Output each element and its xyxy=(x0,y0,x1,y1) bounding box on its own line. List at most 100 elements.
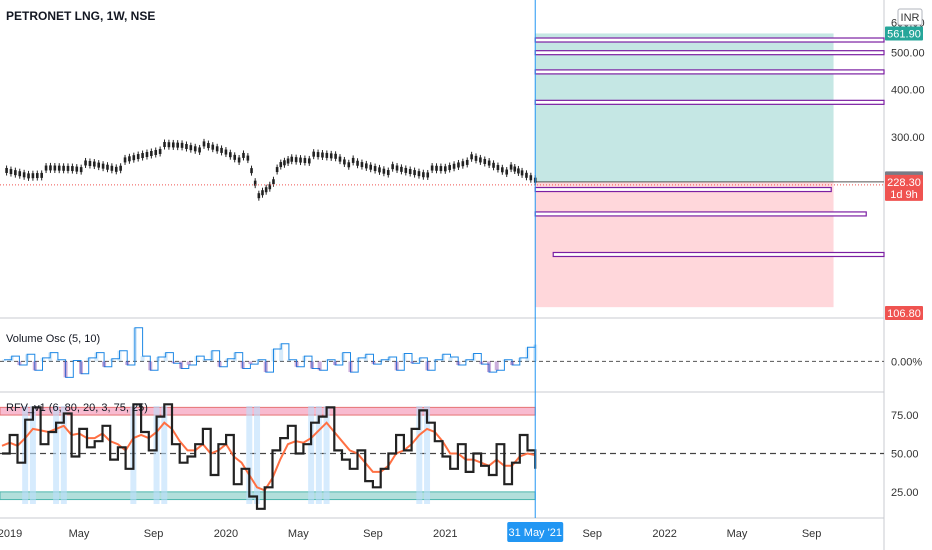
volume-osc-point xyxy=(25,354,30,362)
price-bar-body xyxy=(136,154,140,160)
price-bar xyxy=(329,150,333,161)
price-bar-body xyxy=(49,165,52,171)
target-level-3[interactable] xyxy=(534,69,885,75)
price-bar-body xyxy=(180,142,184,148)
price-bar-body xyxy=(229,152,232,158)
price-tag-label: 561.90 xyxy=(887,28,921,40)
target-level-2[interactable] xyxy=(534,50,885,56)
volume-osc-point xyxy=(194,356,199,362)
price-bar-body xyxy=(220,147,223,153)
price-bar-body xyxy=(106,164,109,170)
volume-osc-point xyxy=(94,352,99,362)
price-bar-body xyxy=(513,166,517,172)
price-bar-body xyxy=(448,165,451,171)
price-bar-body xyxy=(202,141,206,147)
price-bar xyxy=(193,143,197,154)
stop-level-1[interactable] xyxy=(534,186,832,193)
price-bar-body xyxy=(101,163,105,169)
volume-osc-point xyxy=(471,353,476,362)
price-bar xyxy=(369,162,373,173)
price-bar xyxy=(14,167,17,178)
volume-osc-point xyxy=(410,361,415,364)
price-bar xyxy=(110,163,114,174)
loss-zone[interactable] xyxy=(535,181,834,308)
price-bar xyxy=(84,157,87,168)
price-bar-body xyxy=(457,162,460,168)
volume-osc-point xyxy=(302,356,307,362)
price-bar xyxy=(141,150,144,161)
price-bar xyxy=(391,161,394,172)
price-bar-body xyxy=(351,157,355,163)
price-bar xyxy=(246,153,250,164)
price-bar-body xyxy=(237,157,241,163)
time-tick-label: 2022 xyxy=(652,528,676,540)
price-bar-body xyxy=(145,152,149,158)
price-bar-body xyxy=(461,161,465,167)
price-bar xyxy=(62,163,65,174)
price-bar-body xyxy=(325,152,329,158)
volume-osc-point xyxy=(248,361,253,365)
price-bar xyxy=(365,160,368,171)
price-bar-body xyxy=(261,190,264,196)
price-bar xyxy=(79,164,83,175)
volume-osc-point xyxy=(17,361,22,365)
price-bar-body xyxy=(246,155,250,161)
price-bar-body xyxy=(128,156,131,162)
profit-zone[interactable] xyxy=(535,33,834,182)
time-cursor-tag[interactable]: 31 May '21 xyxy=(507,522,564,542)
stop-level-3[interactable] xyxy=(552,251,885,258)
price-bar xyxy=(57,163,61,174)
currency-badge[interactable]: INR xyxy=(897,8,923,26)
position-zone[interactable] xyxy=(535,33,884,308)
price-bar-body xyxy=(123,157,127,163)
price-bar-body xyxy=(329,153,333,159)
price-bar-body xyxy=(294,157,298,163)
price-bar-body xyxy=(44,165,48,171)
price-bar-body xyxy=(525,172,528,178)
price-tag-box xyxy=(885,306,923,320)
volume-osc-point xyxy=(32,361,37,371)
price-bar xyxy=(88,158,92,169)
price-bar xyxy=(443,163,447,174)
price-bar-body xyxy=(257,193,261,199)
price-bar-body xyxy=(35,173,39,179)
price-bar xyxy=(294,154,298,165)
price-bar xyxy=(207,140,210,151)
volume-osc-point xyxy=(86,357,91,362)
time-tick-label: 31 May '21 xyxy=(508,527,561,539)
price-bar-body xyxy=(84,160,87,166)
target-level-1[interactable] xyxy=(534,37,885,43)
price-bar xyxy=(132,152,136,163)
rfv-highlight xyxy=(153,406,160,504)
price-bar-body xyxy=(290,156,294,162)
price-bar-body xyxy=(193,146,197,152)
volume-osc-point xyxy=(279,343,284,362)
price-bar xyxy=(351,155,355,166)
price-bar-body xyxy=(347,162,351,168)
chart-title: PETRONET LNG, 1W, NSE xyxy=(6,9,155,23)
volume-osc-point xyxy=(271,349,276,362)
volume-osc-point xyxy=(463,359,468,362)
stop-level-2[interactable] xyxy=(534,211,867,217)
price-bar xyxy=(474,153,478,164)
price-bar-body xyxy=(22,172,26,178)
price-tag-box xyxy=(885,174,923,201)
price-bar xyxy=(114,164,118,175)
volume-osc-point xyxy=(55,359,60,362)
price-bar xyxy=(356,158,359,169)
price-bar xyxy=(299,155,302,166)
rfv-signal-line xyxy=(1,421,536,492)
volume-osc-point xyxy=(117,350,122,362)
volume-osc-point xyxy=(202,359,207,362)
target-level-4[interactable] xyxy=(534,99,885,105)
volume-osc-point xyxy=(317,361,322,371)
price-bar-body xyxy=(158,148,162,154)
volume-osc-point xyxy=(209,350,214,362)
rfv-tick-label: 75.00 xyxy=(891,410,919,422)
volume-osc-point xyxy=(425,361,430,371)
price-bar xyxy=(338,154,342,165)
price-bar xyxy=(123,154,127,165)
